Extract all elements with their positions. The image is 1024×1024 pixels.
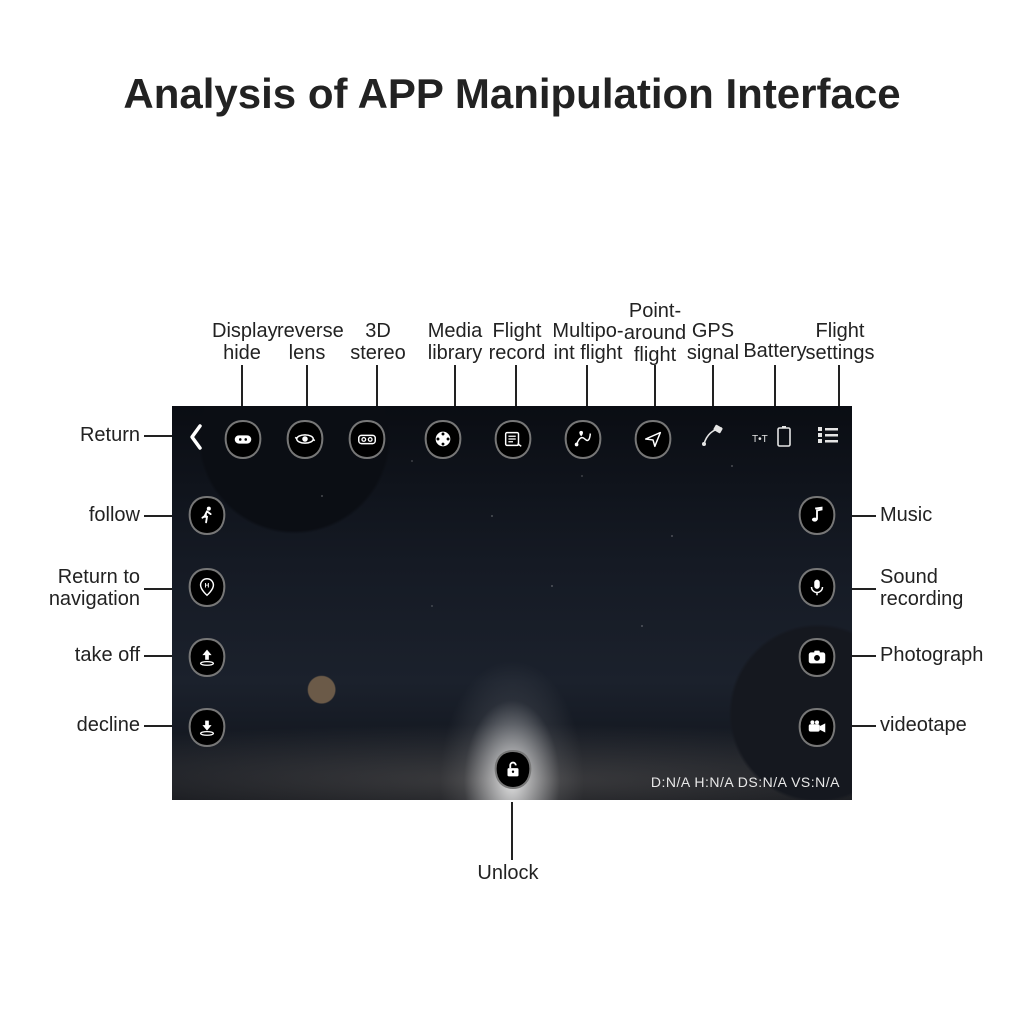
photograph-button[interactable] xyxy=(796,636,838,678)
label-return-nav: Return to navigation xyxy=(10,566,140,610)
reverse-lens-button[interactable] xyxy=(284,418,326,460)
mic-icon xyxy=(806,576,828,598)
point-around-flight-button[interactable] xyxy=(632,418,674,460)
return-button[interactable] xyxy=(186,422,206,452)
connector-line xyxy=(848,725,876,727)
music-button[interactable] xyxy=(796,494,838,536)
label-gps-signal: GPS signal xyxy=(686,320,740,364)
connector-line xyxy=(848,515,876,517)
reel-icon xyxy=(432,428,454,450)
flight-settings-button[interactable] xyxy=(816,424,840,451)
take-off-button[interactable] xyxy=(186,636,228,678)
record-list-icon xyxy=(502,428,524,450)
satellite-icon xyxy=(700,424,726,448)
label-videotape: videotape xyxy=(880,714,1020,736)
label-flight-record: Flight record xyxy=(487,320,547,364)
label-take-off: take off xyxy=(10,644,140,666)
decline-button[interactable] xyxy=(186,706,228,748)
label-music: Music xyxy=(880,504,1020,526)
gamepad-icon xyxy=(232,428,254,450)
media-library-button[interactable] xyxy=(422,418,464,460)
svg-text:H: H xyxy=(205,582,210,589)
label-sound-rec: Sound recording xyxy=(880,566,1020,610)
app-screen: T•T H xyxy=(172,406,852,800)
pin-home-icon: H xyxy=(196,576,218,598)
note-icon xyxy=(806,504,828,526)
label-unlock: Unlock xyxy=(468,862,548,884)
return-nav-button[interactable]: H xyxy=(186,566,228,608)
arrow-up-icon xyxy=(196,646,218,668)
label-battery: Battery xyxy=(742,340,808,362)
connector-line xyxy=(511,802,513,860)
sound-recording-button[interactable] xyxy=(796,566,838,608)
waypoints-icon xyxy=(572,428,594,450)
label-reverse-lens: reverse lens xyxy=(277,320,337,364)
arrow-down-icon xyxy=(196,716,218,738)
page-title: Analysis of APP Manipulation Interface xyxy=(0,70,1024,118)
videotape-button[interactable] xyxy=(796,706,838,748)
label-photograph: Photograph xyxy=(880,644,1020,666)
3d-stereo-button[interactable] xyxy=(346,418,388,460)
label-return: Return xyxy=(10,424,140,446)
unlock-button[interactable] xyxy=(492,748,534,790)
label-media-library: Media library xyxy=(425,320,485,364)
starfield xyxy=(172,406,852,800)
orbit-icon xyxy=(294,428,316,450)
connector-line xyxy=(848,588,876,590)
gps-signal-indicator xyxy=(700,424,726,453)
lock-open-icon xyxy=(502,758,524,780)
display-hide-button[interactable] xyxy=(222,418,264,460)
camcord-icon xyxy=(806,716,828,738)
label-multipoint: Multipo- int flight xyxy=(550,320,626,364)
label-3d-stereo: 3D stereo xyxy=(348,320,408,364)
multipoint-flight-button[interactable] xyxy=(562,418,604,460)
menu-icon xyxy=(816,424,840,446)
label-follow: follow xyxy=(10,504,140,526)
svg-text:T•T: T•T xyxy=(752,434,768,445)
label-decline: decline xyxy=(10,714,140,736)
battery-indicator: T•T xyxy=(752,424,796,453)
label-display-hide: Display hide xyxy=(212,320,272,364)
telemetry-readout: D:N/A H:N/A DS:N/A VS:N/A xyxy=(651,774,840,790)
camera-icon xyxy=(806,646,828,668)
vr-icon xyxy=(356,428,378,450)
person-run-icon xyxy=(196,504,218,526)
connector-line xyxy=(848,655,876,657)
battery-icon: T•T xyxy=(752,424,796,448)
flight-record-button[interactable] xyxy=(492,418,534,460)
label-point-around: Point- around flight xyxy=(622,300,688,366)
label-flight-settings: Flight settings xyxy=(805,320,875,364)
follow-button[interactable] xyxy=(186,494,228,536)
send-icon xyxy=(642,428,664,450)
screen-background: T•T H xyxy=(172,406,852,800)
